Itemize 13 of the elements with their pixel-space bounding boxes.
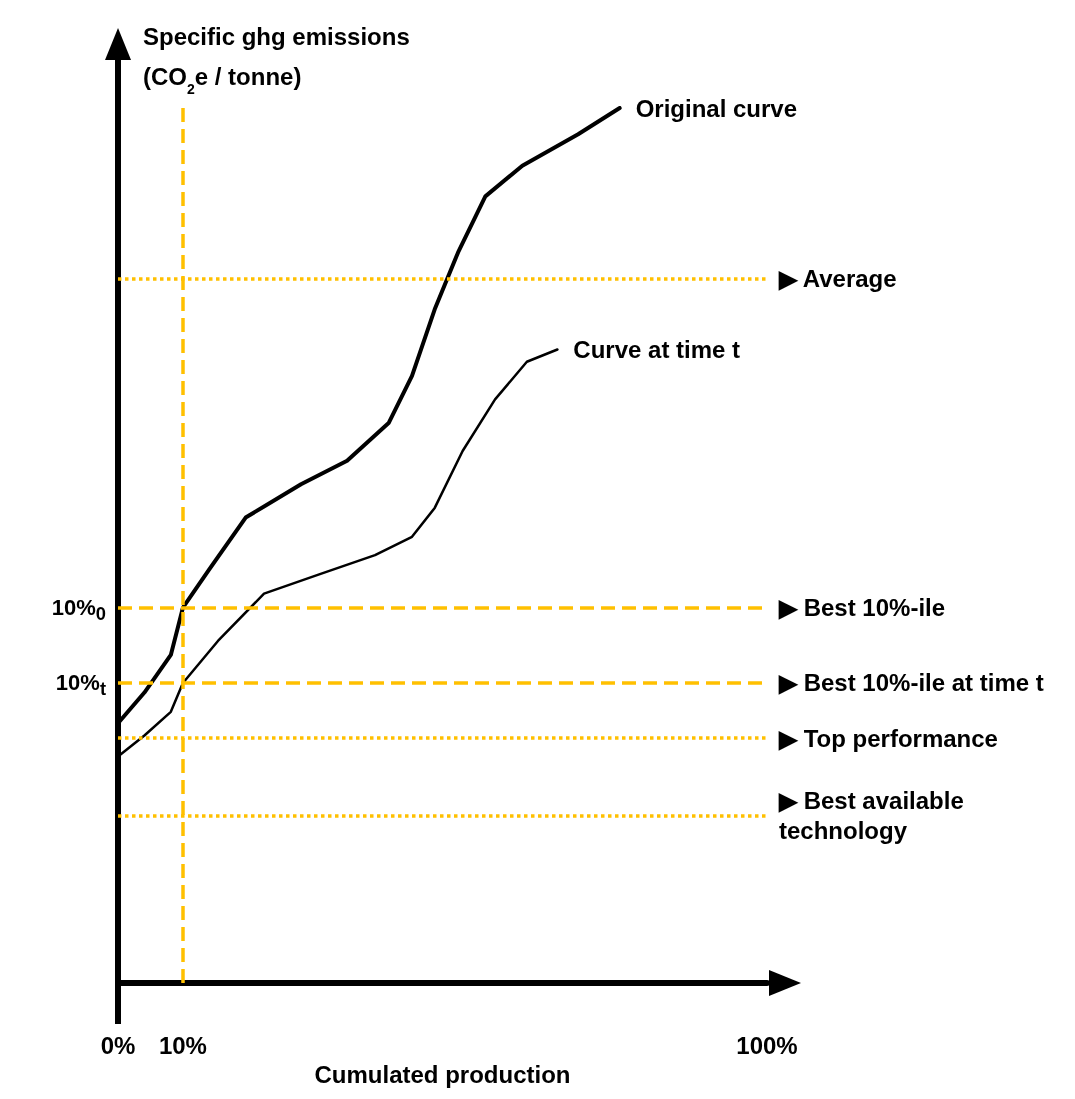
x-tick-label: 100% — [736, 1031, 798, 1059]
ref-line-label: ▶ Top performance — [778, 724, 998, 752]
annotation: 10%$_{t}$ — [55, 668, 106, 702]
series-label: Original curve — [635, 94, 798, 122]
ref-line-label: ▶ Average — [778, 265, 897, 293]
x-tick-label: 10% — [158, 1031, 207, 1059]
annotation: 10%$_{0}$ — [51, 593, 106, 627]
x-tick-label: 0% — [100, 1031, 136, 1059]
ref-line-label: ▶ Best 10%-ile at time t — [778, 669, 1044, 697]
ref-line-label: ▶ Best 10%-ile — [778, 594, 946, 622]
x-axis-title: Cumulated production — [314, 1060, 571, 1088]
series-label: Curve at time t — [573, 336, 741, 364]
ref-line-label: ▶ Best available technology — [778, 787, 964, 845]
